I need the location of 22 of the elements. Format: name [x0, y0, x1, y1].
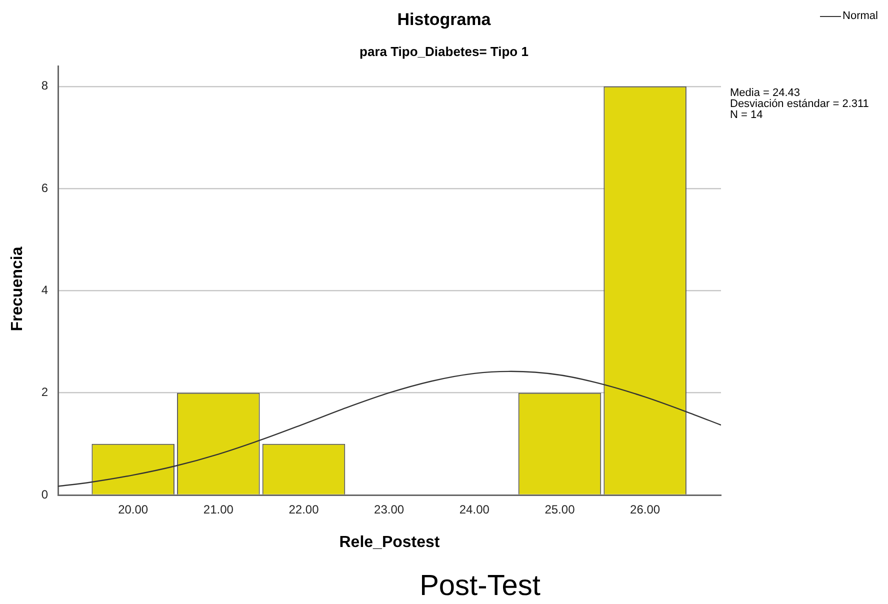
y-tick-label: 0	[41, 487, 48, 502]
x-axis-title: Rele_Postest	[338, 534, 441, 552]
y-tick-label: 4	[41, 283, 48, 298]
chart-subtitle: para Tipo_Diabetes= Tipo 1	[358, 44, 530, 59]
text: N = 14	[730, 109, 763, 121]
chart-title: Histograma	[397, 10, 491, 29]
x-tick-label: 21.00	[203, 502, 234, 517]
text: Post-Test	[418, 570, 542, 603]
y-axis-title: Frecuencia	[9, 246, 27, 332]
y-tick-label: 8	[41, 78, 48, 93]
text: Media = 24.43	[730, 87, 800, 99]
y-tick-label: 6	[41, 180, 48, 195]
x-tick-label: 22.00	[288, 502, 320, 517]
text: Desviación estándar = 2.311	[730, 98, 869, 110]
line-series	[58, 370, 721, 487]
x-tick-label: 24.00	[459, 502, 490, 517]
x-tick-label: 23.00	[374, 502, 404, 517]
legend-label: Normal	[842, 10, 878, 22]
x-tick-label: 20.00	[118, 502, 148, 517]
x-tick-label: 25.00	[544, 502, 576, 517]
x-tick-label: 26.00	[630, 502, 660, 517]
y-tick-label: 2	[41, 385, 48, 400]
